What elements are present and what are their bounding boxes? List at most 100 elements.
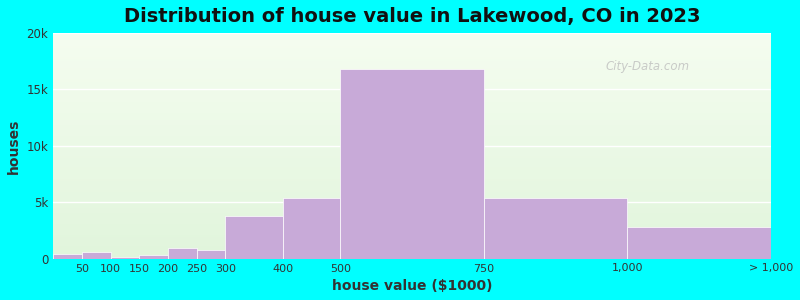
Bar <box>53 64 771 67</box>
Bar <box>53 245 771 248</box>
Bar <box>53 119 771 121</box>
Bar <box>197 250 226 259</box>
Bar <box>53 78 771 80</box>
Bar <box>53 116 771 119</box>
Bar <box>53 49 771 51</box>
Bar <box>53 238 771 241</box>
Bar <box>53 180 771 182</box>
Bar <box>139 255 168 259</box>
Bar <box>53 137 771 139</box>
Bar <box>53 220 771 223</box>
Bar <box>53 123 771 125</box>
Title: Distribution of house value in Lakewood, CO in 2023: Distribution of house value in Lakewood,… <box>124 7 700 26</box>
Bar <box>53 193 771 196</box>
Bar <box>53 35 771 38</box>
Bar <box>53 243 771 245</box>
Bar <box>53 182 771 184</box>
Bar <box>53 168 771 171</box>
Bar <box>53 62 771 64</box>
Bar <box>226 216 283 259</box>
Bar <box>53 58 771 60</box>
Bar <box>484 198 627 259</box>
Bar <box>53 209 771 211</box>
Bar <box>53 148 771 150</box>
Bar <box>53 164 771 166</box>
Bar <box>53 216 771 218</box>
Bar <box>53 254 82 259</box>
Bar <box>53 198 771 200</box>
Bar <box>53 51 771 53</box>
Bar <box>53 114 771 116</box>
Bar <box>53 254 771 256</box>
Bar <box>627 227 771 259</box>
Bar <box>53 189 771 191</box>
Bar <box>53 200 771 202</box>
Bar <box>53 227 771 229</box>
Bar <box>53 150 771 153</box>
Bar <box>283 198 340 259</box>
Bar <box>53 80 771 83</box>
Bar <box>53 175 771 177</box>
Bar <box>53 241 771 243</box>
Bar <box>53 101 771 103</box>
Bar <box>53 196 771 198</box>
Bar <box>53 229 771 232</box>
Bar <box>53 184 771 187</box>
Bar <box>53 83 771 85</box>
Bar <box>53 135 771 137</box>
Bar <box>53 141 771 144</box>
Bar <box>53 85 771 87</box>
Bar <box>53 125 771 128</box>
Bar <box>53 38 771 40</box>
Bar <box>53 94 771 96</box>
Bar <box>53 166 771 168</box>
Bar <box>53 173 771 175</box>
Bar <box>53 146 771 148</box>
Bar <box>53 218 771 220</box>
Bar <box>53 205 771 207</box>
Bar <box>53 42 771 44</box>
Bar <box>53 33 771 35</box>
Bar <box>53 207 771 209</box>
Bar <box>53 236 771 238</box>
Bar <box>53 171 771 173</box>
Bar <box>53 87 771 89</box>
Bar <box>53 202 771 205</box>
Bar <box>53 248 771 250</box>
Bar <box>53 132 771 135</box>
Bar <box>53 89 771 92</box>
Bar <box>53 53 771 56</box>
Bar <box>53 191 771 193</box>
Bar <box>53 103 771 105</box>
Bar <box>53 250 771 252</box>
Bar <box>53 157 771 159</box>
Bar <box>53 107 771 110</box>
Bar <box>53 96 771 98</box>
Text: City-Data.com: City-Data.com <box>606 60 690 73</box>
Bar <box>53 223 771 225</box>
Bar <box>53 252 771 254</box>
Bar <box>53 187 771 189</box>
Bar <box>53 144 771 146</box>
Bar <box>53 44 771 46</box>
Y-axis label: houses: houses <box>7 118 21 173</box>
Bar <box>53 67 771 69</box>
Bar <box>53 92 771 94</box>
Bar <box>340 69 484 259</box>
Bar <box>53 71 771 74</box>
Bar <box>53 98 771 101</box>
Bar <box>53 112 771 114</box>
Bar <box>53 139 771 141</box>
Bar <box>53 153 771 155</box>
Bar <box>53 40 771 42</box>
Bar <box>53 177 771 180</box>
Bar <box>110 257 139 259</box>
Bar <box>53 128 771 130</box>
Bar <box>53 232 771 234</box>
Bar <box>53 110 771 112</box>
Bar <box>168 248 197 259</box>
Bar <box>82 252 110 259</box>
Bar <box>53 159 771 162</box>
Bar <box>53 256 771 259</box>
Bar <box>53 155 771 157</box>
